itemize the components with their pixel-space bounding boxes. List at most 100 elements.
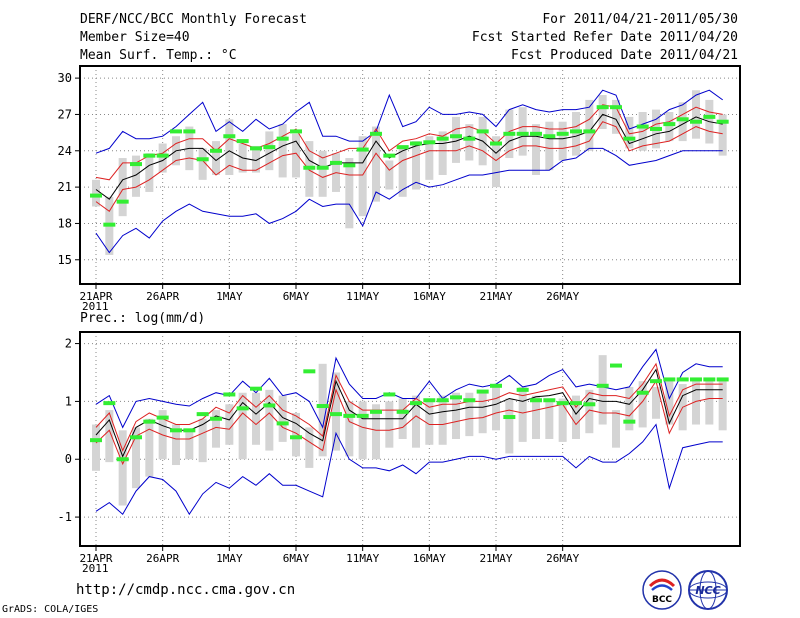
prec-box — [692, 381, 700, 425]
temp-ytick-label: 21 — [58, 180, 72, 194]
prec-obs-mark — [436, 398, 449, 403]
bcc-logo: BCC — [642, 570, 682, 610]
temp-obs-mark — [250, 146, 262, 151]
temp-box — [92, 179, 100, 207]
prec-obs-mark — [596, 383, 609, 388]
prec-obs-mark — [423, 398, 436, 403]
prec-xtick-label: 21MAY — [479, 552, 512, 565]
temp-ytick-label: 30 — [58, 71, 72, 85]
temp-obs-mark — [103, 222, 116, 227]
prec-obs-mark — [343, 413, 356, 418]
temp-xtick-label: 6MAY — [283, 290, 310, 303]
temp-box — [292, 133, 300, 178]
prec-obs-mark — [690, 377, 702, 382]
prec-xtick-label: 6MAY — [283, 552, 310, 565]
prec-box — [212, 410, 220, 448]
temp-box — [665, 112, 674, 142]
prec-box — [638, 381, 647, 428]
source-url[interactable]: http://cmdp.ncc.cma.gov.cn — [76, 582, 296, 598]
temp-obs-mark — [396, 145, 409, 150]
prec-ytick-label: -1 — [58, 510, 72, 524]
temp-obs-mark — [690, 119, 702, 124]
prec-obs-mark — [303, 369, 316, 374]
prec-box — [545, 398, 554, 439]
temp-xtick-label: 26APR — [146, 290, 179, 303]
prec-box — [265, 389, 274, 451]
temp-obs-mark — [330, 160, 342, 165]
prec-plot-frame — [79, 331, 741, 547]
prec-ytick-label: 1 — [65, 394, 72, 408]
temp-obs-mark — [530, 131, 542, 136]
prec-box — [385, 401, 394, 448]
temp-box — [692, 90, 700, 139]
prec-box — [465, 392, 474, 437]
temp-obs-mark — [316, 165, 329, 170]
temp-box — [158, 143, 167, 173]
prec-obs-mark — [370, 409, 382, 414]
temp-xtick-label: 21APR — [79, 290, 112, 303]
prec-box — [532, 395, 540, 439]
prec-min-line — [95, 423, 723, 516]
temp-box — [118, 158, 127, 217]
temp-obs-mark — [356, 147, 369, 152]
temp-box — [252, 145, 260, 173]
temp-obs-mark — [596, 105, 609, 110]
prec-box — [332, 372, 340, 451]
temp-ytick-label: 15 — [58, 253, 72, 267]
prec-box — [145, 418, 154, 477]
prec-box — [132, 427, 140, 489]
prec-ytick-label: 2 — [65, 337, 72, 351]
prec-title: Prec.: log(mm/d) — [80, 311, 205, 326]
prec-box — [238, 392, 247, 460]
prec-obs-mark — [490, 383, 502, 388]
temp-obs-mark — [210, 148, 222, 153]
prec-xtick-label: 11MAY — [346, 552, 379, 565]
prec-box — [625, 386, 634, 431]
temp-obs-mark — [383, 153, 396, 158]
temp-obs-mark — [650, 126, 662, 131]
prec-mean-line — [95, 368, 723, 458]
temp-obs-mark — [196, 157, 209, 162]
prec-obs-mark — [330, 412, 342, 417]
temp-ytick-label: 27 — [58, 107, 72, 121]
temp-obs-mark — [556, 131, 569, 136]
temp-box — [598, 95, 607, 129]
prec-xtick-label: 26MAY — [546, 552, 579, 565]
prec-box — [292, 412, 300, 457]
temp-ytick-label: 18 — [58, 216, 72, 230]
forecast-started-label: Fcst Started Refer Date 2011/04/20 — [471, 30, 738, 45]
temp-xtick-label: 11MAY — [346, 290, 379, 303]
prec-box — [252, 392, 260, 445]
temp-obs-mark — [663, 122, 676, 127]
prec-obs-mark — [503, 415, 516, 420]
member-size-label: Member Size=40 — [80, 30, 190, 45]
prec-box — [652, 386, 660, 419]
prec-obs-mark — [463, 398, 476, 403]
temp-ytick-label: 24 — [58, 144, 72, 158]
temp-obs-mark — [143, 153, 156, 158]
temp-obs-mark — [583, 129, 596, 134]
temp-box — [518, 107, 527, 156]
temp-box — [438, 131, 447, 175]
prec-box — [225, 404, 234, 445]
prec-box — [278, 395, 287, 442]
prec-xtick-label: 1MAY — [216, 552, 243, 565]
prec-box — [478, 392, 487, 434]
prec-obs-mark — [650, 379, 662, 384]
temp-obs-mark — [623, 136, 636, 141]
temp-box — [212, 141, 220, 175]
prec-box — [718, 378, 727, 431]
temp-obs-mark — [476, 129, 489, 134]
temp-box — [425, 136, 434, 180]
temp-obs-mark — [463, 136, 476, 141]
chart-title: DERF/NCC/BCC Monthly Forecast — [80, 12, 307, 27]
prec-box — [425, 398, 434, 445]
prec-box — [585, 389, 594, 434]
grads-credit: GrADS: COLA/IGES — [2, 604, 99, 615]
forecast-produced-label: Fcst Produced Date 2011/04/21 — [511, 48, 738, 63]
temp-xtick-label: 26MAY — [546, 290, 579, 303]
temp-obs-mark — [343, 163, 356, 168]
prec-obs-mark — [263, 403, 276, 408]
temp-obs-mark — [290, 129, 302, 134]
temp-year-label: 2011 — [82, 300, 109, 313]
